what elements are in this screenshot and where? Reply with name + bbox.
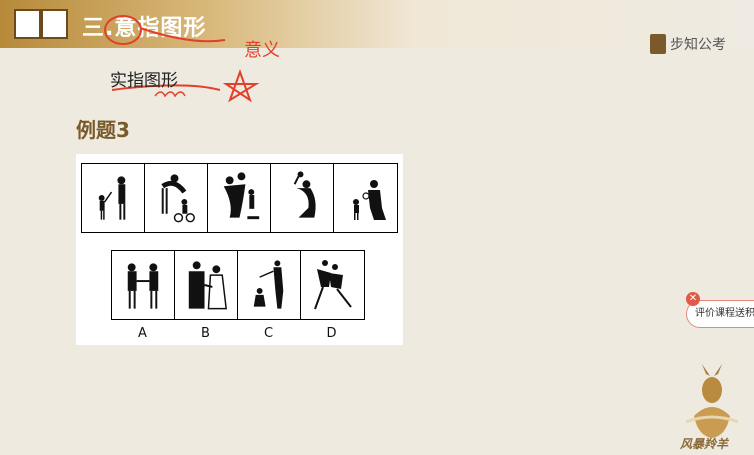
mascot-text: 风暴羚羊 xyxy=(680,437,729,451)
option-labels: A B C D xyxy=(111,326,363,341)
option-label-c[interactable]: C xyxy=(263,326,274,341)
question-row xyxy=(81,163,398,233)
options-row xyxy=(111,250,365,320)
brand-logo-icon xyxy=(650,34,666,54)
brand-name: 步知公考 xyxy=(670,37,726,53)
subtitle: 实指图形 xyxy=(110,71,178,91)
brand: 步知公考 xyxy=(650,34,726,54)
option-c-figure[interactable] xyxy=(238,251,301,319)
option-label-b[interactable]: B xyxy=(201,326,210,341)
option-a-figure[interactable] xyxy=(112,251,175,319)
mascot-logo-icon xyxy=(685,364,739,438)
figure-cell xyxy=(271,164,334,232)
option-label-a[interactable]: A xyxy=(138,326,147,341)
section-title: 三.意指图形 xyxy=(82,16,207,41)
option-label-d[interactable]: D xyxy=(326,326,337,341)
figure-cell xyxy=(334,164,397,232)
figure-cell xyxy=(145,164,208,232)
option-b-figure[interactable] xyxy=(175,251,238,319)
book-icon xyxy=(14,9,68,39)
close-icon[interactable]: ✕ xyxy=(686,292,700,306)
header-bar: 三.意指图形 xyxy=(0,0,754,48)
rate-course-button[interactable]: 评价课程送积分 xyxy=(686,300,754,328)
figure-cell xyxy=(208,164,271,232)
figure-cell xyxy=(82,164,145,232)
example-title: 例题3 xyxy=(76,118,130,142)
question-figure: A B C D xyxy=(76,154,403,345)
option-d-figure[interactable] xyxy=(301,251,364,319)
